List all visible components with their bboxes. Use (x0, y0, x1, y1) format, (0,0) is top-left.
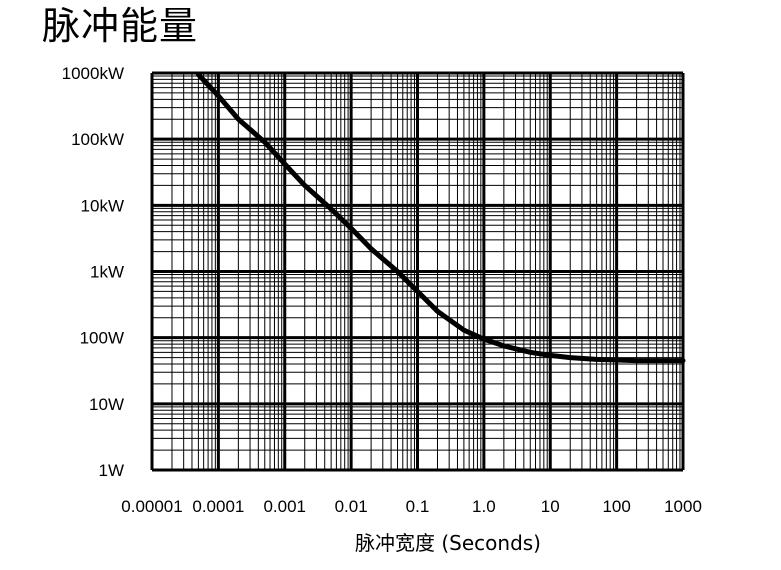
y-tick-label: 1000kW (62, 64, 124, 83)
x-tick-label: 1.0 (472, 497, 496, 516)
series-layer (195, 72, 686, 364)
y-tick-label: 100kW (71, 130, 124, 149)
y-tick-label: 1kW (90, 263, 124, 282)
x-tick-label: 1000 (664, 497, 702, 516)
y-tick-labels: 1W 10W 100W 1kW 10kW 100kW 1000kW (62, 64, 124, 480)
chart-title: 脉冲能量 (42, 4, 199, 48)
series-line-0 (195, 72, 686, 364)
x-tick-label: 0.01 (335, 497, 368, 516)
x-tick-label: 100 (602, 497, 630, 516)
x-tick-label: 0.0001 (192, 497, 244, 516)
x-tick-label: 0.00001 (121, 497, 182, 516)
x-axis-label: 脉冲宽度 (Seconds) (355, 531, 541, 555)
y-tick-label: 100W (80, 329, 124, 348)
x-tick-label: 10 (541, 497, 560, 516)
x-tick-label: 0.001 (263, 497, 306, 516)
grid (150, 71, 685, 472)
y-tick-label: 10kW (81, 196, 124, 215)
x-tick-label: 0.1 (406, 497, 430, 516)
y-tick-label: 10W (89, 395, 124, 414)
y-tick-label: 1W (99, 461, 125, 480)
x-tick-labels: 0.00001 0.0001 0.001 0.01 0.1 1.0 10 100 1000 (121, 497, 702, 516)
